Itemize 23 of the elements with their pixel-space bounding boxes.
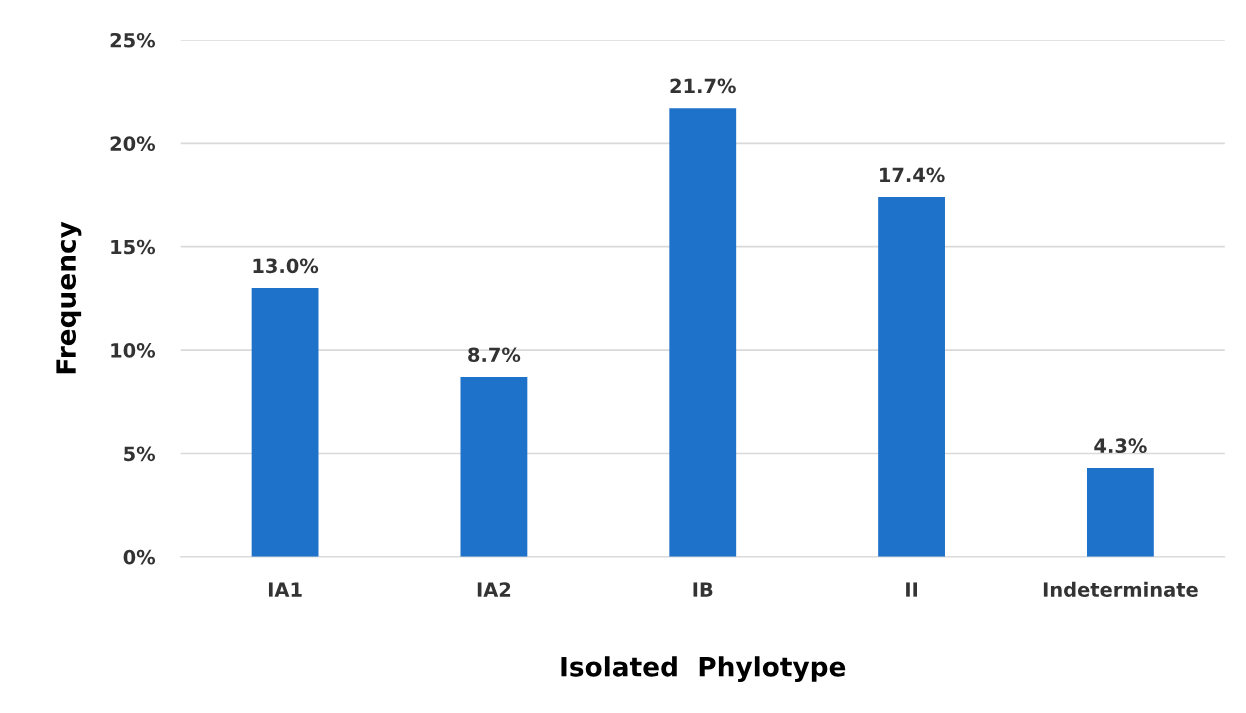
bar [878,197,945,557]
bar [251,288,319,557]
y-axis-title: Frequency [56,221,82,374]
y-tick-label: 10% [111,343,156,358]
y-tick-label: 20% [110,136,156,151]
data-label: 4.3% [1094,438,1147,454]
data-label: 17.4% [880,167,945,183]
x-tick-label: IB [693,582,713,597]
x-tick-label: Indeterminate [1043,581,1198,597]
data-label: 21.7% [670,78,736,94]
bar [460,376,528,557]
bar [669,108,737,557]
x-tick-label: IA1 [268,582,302,597]
x-tick-label: II [906,582,918,597]
y-tick-label: 25% [110,32,156,48]
bar [1086,467,1154,557]
y-tick-label: 5% [124,446,156,462]
y-tick-label: 0% [123,549,156,565]
data-label: 8.7% [468,347,521,363]
x-axis-title: Isolated Phylotype [561,656,846,682]
x-tick-label: IA2 [477,582,511,597]
data-label: 13.0% [253,258,319,274]
y-tick-label: 15% [111,239,156,255]
